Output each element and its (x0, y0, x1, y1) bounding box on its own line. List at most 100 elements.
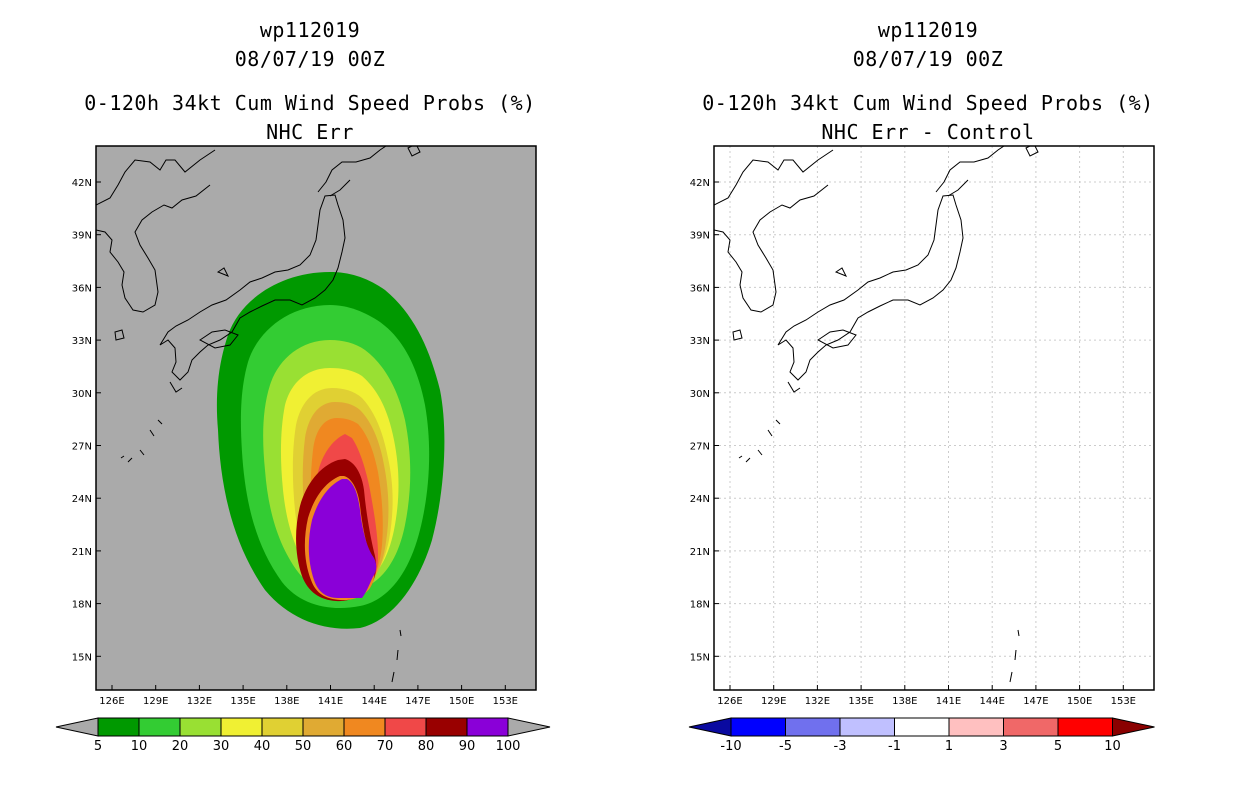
right-lon-label: 138E (892, 696, 917, 707)
left-legend-swatch (179, 717, 222, 737)
left-lon-label: 135E (230, 696, 255, 707)
left-legend-label: 10 (131, 739, 148, 754)
left-map-frame (95, 145, 537, 691)
right-lat-label: 21N (690, 547, 710, 558)
left-axes: 42N 39N 36N 33N 30N 27N 24N 21N 18N 15N 126E 129E 13… (72, 178, 518, 707)
right-lat-label: 36N (690, 283, 710, 294)
right-lat-label: 33N (690, 336, 710, 347)
left-lon-label: 132E (187, 696, 212, 707)
right-legend-label: -10 (720, 739, 741, 754)
left-legend-swatch (466, 717, 509, 737)
right-lat-label: 39N (690, 231, 710, 242)
right-legend-swatch (894, 717, 950, 737)
left-legend-label: 100 (496, 739, 521, 754)
right-legend: -10 -5 -3 -1 1 3 5 10 (688, 717, 1155, 754)
right-chart-title: 0-120h 34kt Cum Wind Speed Probs (%) (702, 91, 1154, 115)
left-legend-swatch (343, 717, 386, 737)
right-legend-label: -1 (888, 739, 901, 754)
left-lat-label: 33N (72, 336, 92, 347)
right-datetime: 08/07/19 00Z (852, 47, 1004, 71)
left-legend-label: 60 (336, 739, 353, 754)
left-legend: 5 10 20 30 40 50 60 70 80 90 100 (55, 717, 551, 754)
right-lat-label: 30N (690, 389, 710, 400)
left-probability-contours (216, 272, 445, 629)
left-legend-swatch (261, 717, 304, 737)
right-lon-label: 132E (805, 696, 830, 707)
left-lat-label: 15N (72, 652, 92, 663)
left-legend-swatch (138, 717, 181, 737)
right-storm-id: wp112019 (877, 18, 979, 42)
right-chart-subtitle: NHC Err - Control (821, 120, 1035, 144)
left-lat-label: 42N (72, 178, 92, 189)
left-chart-title: 0-120h 34kt Cum Wind Speed Probs (%) (84, 91, 536, 115)
left-lat-label: 21N (72, 547, 92, 558)
right-lon-label: 150E (1067, 696, 1092, 707)
left-legend-swatch (384, 717, 427, 737)
right-legend-label: 3 (999, 739, 1007, 754)
right-lat-label: 24N (690, 494, 710, 505)
left-lon-label: 138E (274, 696, 299, 707)
right-legend-left-arrow (688, 717, 732, 737)
left-legend-label: 70 (377, 739, 394, 754)
right-map-background (714, 146, 1154, 690)
left-lat-label: 24N (72, 494, 92, 505)
left-lat-label: 18N (72, 600, 92, 611)
right-grid (714, 146, 1154, 690)
left-lat-label: 36N (72, 283, 92, 294)
left-datetime: 08/07/19 00Z (234, 47, 386, 71)
left-legend-left-arrow (55, 717, 99, 737)
right-lat-label: 42N (690, 178, 710, 189)
right-lat-label: 15N (690, 652, 710, 663)
right-legend-label: -3 (834, 739, 847, 754)
left-lon-label: 150E (449, 696, 474, 707)
left-legend-label: 5 (94, 739, 102, 754)
right-legend-label: 10 (1104, 739, 1121, 754)
right-legend-label: 5 (1054, 739, 1062, 754)
left-legend-label: 50 (295, 739, 312, 754)
left-legend-label: 30 (213, 739, 230, 754)
right-legend-swatch (730, 717, 786, 737)
right-lon-label: 147E (1023, 696, 1048, 707)
left-lon-label: 147E (405, 696, 430, 707)
left-legend-label: 40 (254, 739, 271, 754)
right-legend-label: 1 (945, 739, 953, 754)
left-legend-label: 90 (459, 739, 476, 754)
right-legend-swatch (839, 717, 895, 737)
left-legend-swatch (302, 717, 345, 737)
left-lon-label: 141E (318, 696, 343, 707)
left-lon-label: 129E (143, 696, 168, 707)
left-lon-label: 144E (361, 696, 386, 707)
right-map: 42N 39N 36N 33N 30N 27N 24N 21N 18N 15N 126E 129E 13… (690, 145, 1155, 707)
prob-100-contour (308, 479, 377, 598)
left-legend-label: 80 (418, 739, 435, 754)
right-lon-label: 126E (717, 696, 742, 707)
left-lon-label: 153E (493, 696, 518, 707)
right-map-frame (713, 145, 1155, 691)
left-legend-swatch (97, 717, 140, 737)
right-legend-right-arrow (1112, 717, 1155, 737)
right-legend-swatch (948, 717, 1004, 737)
right-lon-label: 129E (761, 696, 786, 707)
left-lat-label: 39N (72, 231, 92, 242)
right-legend-swatch (785, 717, 841, 737)
left-storm-id: wp112019 (259, 18, 361, 42)
right-lon-label: 135E (848, 696, 873, 707)
right-legend-swatch (1057, 717, 1113, 737)
left-map: 42N 39N 36N 33N 30N 27N 24N 21N 18N 15N 126E 129E 13… (72, 145, 537, 707)
left-legend-swatch (425, 717, 468, 737)
right-lat-label: 18N (690, 600, 710, 611)
left-legend-label: 20 (172, 739, 189, 754)
right-lon-label: 153E (1111, 696, 1136, 707)
right-lat-label: 27N (690, 442, 710, 453)
left-lat-label: 30N (72, 389, 92, 400)
left-lon-label: 126E (99, 696, 124, 707)
right-lon-label: 144E (979, 696, 1004, 707)
left-legend-swatch (220, 717, 263, 737)
right-axes: 42N 39N 36N 33N 30N 27N 24N 21N 18N 15N 126E 129E 13… (690, 178, 1136, 707)
right-legend-swatch (1003, 717, 1059, 737)
left-legend-right-arrow (507, 717, 551, 737)
right-lon-label: 141E (936, 696, 961, 707)
right-legend-label: -5 (779, 739, 792, 754)
left-lat-label: 27N (72, 442, 92, 453)
left-chart-subtitle: NHC Err (266, 120, 354, 144)
